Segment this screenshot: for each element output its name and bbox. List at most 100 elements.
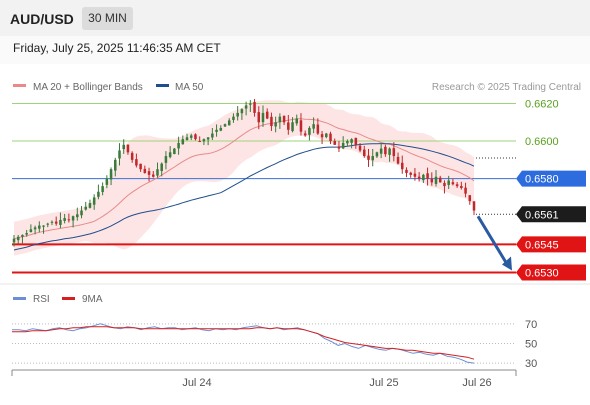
chart-header: AUD/USD 30 MIN (0, 0, 590, 36)
candle-body (38, 225, 41, 229)
last-price-label: 0.6561 (525, 209, 559, 221)
candle-body (430, 178, 434, 183)
candle-body (270, 116, 273, 127)
candle-body (468, 195, 472, 202)
candle-body (303, 133, 307, 136)
ma20-legend-swatch (13, 84, 26, 87)
candle-body (211, 133, 214, 138)
candle-body (295, 118, 299, 124)
candle-body (274, 122, 277, 127)
candle-body (147, 171, 151, 175)
ma50-legend-label: MA 50 (175, 82, 204, 93)
candle-body (341, 142, 345, 149)
candle-body (455, 184, 459, 187)
candle-body (396, 156, 400, 164)
ma20-legend-label: MA 20 + Bollinger Bands (33, 82, 143, 93)
candle-body (160, 163, 163, 172)
candle-body (422, 174, 425, 181)
candle-body (384, 146, 387, 155)
candle-body (189, 135, 193, 138)
candle-body (173, 148, 176, 155)
candle-body (223, 124, 227, 127)
candle-body (92, 197, 96, 205)
candle-body (206, 137, 210, 140)
candle-body (405, 169, 408, 173)
candle-body (59, 219, 62, 225)
candle-body (350, 139, 353, 143)
candle-body (118, 150, 121, 159)
candle-body (354, 137, 358, 145)
candle-body (198, 141, 201, 143)
candle-body (164, 156, 168, 163)
candle-body (371, 156, 374, 161)
ma50-line (13, 143, 475, 251)
candle-body (202, 139, 206, 142)
candle-body (215, 129, 218, 132)
candle-body (333, 141, 336, 145)
candle-body (367, 155, 370, 160)
candle-body (434, 176, 438, 184)
last-price-tag (516, 206, 586, 223)
candle-body (84, 206, 88, 210)
candle-body (308, 127, 311, 135)
candle-body (71, 216, 75, 221)
candle-body (177, 142, 180, 149)
ma9-legend-label: 9MA (82, 294, 103, 305)
ma50-legend-swatch (156, 84, 169, 87)
forecast-arrow-head (502, 256, 512, 271)
candle-body (346, 141, 349, 144)
candle-body (130, 152, 134, 160)
rsi-tick-label: 30 (525, 358, 537, 370)
candle-body (194, 134, 197, 140)
candle-body (358, 145, 362, 151)
candle-body (392, 148, 396, 157)
candle-body (451, 182, 455, 185)
candle-body (114, 159, 117, 171)
resistance-label: 0.6600 (525, 136, 559, 148)
candle-body (375, 152, 379, 157)
candle-body (265, 111, 269, 119)
candle-body (122, 144, 125, 150)
candle-body (105, 178, 109, 185)
timeframe-button[interactable]: 30 MIN (82, 7, 133, 30)
rsi-legend-swatch (13, 297, 26, 300)
candle-body (320, 134, 324, 138)
candle-body (253, 102, 256, 113)
candle-body (54, 221, 58, 224)
candle-body (42, 225, 45, 227)
support-tag (516, 236, 586, 253)
candle-body (312, 124, 315, 129)
candle-body (287, 122, 290, 130)
rsi-legend-label: RSI (33, 294, 50, 305)
price-chart: MA 20 + Bollinger Bands MA 50 Research ©… (0, 82, 590, 389)
candle-body (109, 169, 113, 180)
candle-body (232, 116, 235, 121)
rsi-tick-label: 70 (525, 319, 537, 331)
candle-body (181, 139, 185, 145)
candle-body (299, 120, 303, 132)
candle-body (316, 124, 320, 134)
resistance-label: 0.6620 (525, 99, 559, 111)
ma9-legend-swatch (62, 297, 75, 300)
candle-body (409, 172, 412, 175)
credit-text: Research © 2025 Trading Central (432, 82, 581, 93)
candle-body (244, 105, 248, 109)
candle-body (126, 144, 130, 153)
candle-body (168, 152, 172, 158)
candle-body (278, 116, 282, 123)
candle-body (417, 176, 421, 179)
x-tick-label: Jul 24 (182, 377, 211, 389)
candle-body (16, 236, 20, 241)
candle-body (135, 159, 138, 166)
candle-body (219, 127, 223, 131)
candle-body (329, 133, 332, 142)
candle-body (67, 219, 71, 221)
candle-body (33, 227, 37, 230)
candle-body (50, 221, 54, 223)
candle-body (464, 187, 467, 194)
candle-body (143, 168, 147, 173)
candle-body (227, 120, 231, 126)
candle-body (97, 191, 100, 197)
candle-body (25, 233, 28, 235)
candle-body (337, 146, 341, 149)
